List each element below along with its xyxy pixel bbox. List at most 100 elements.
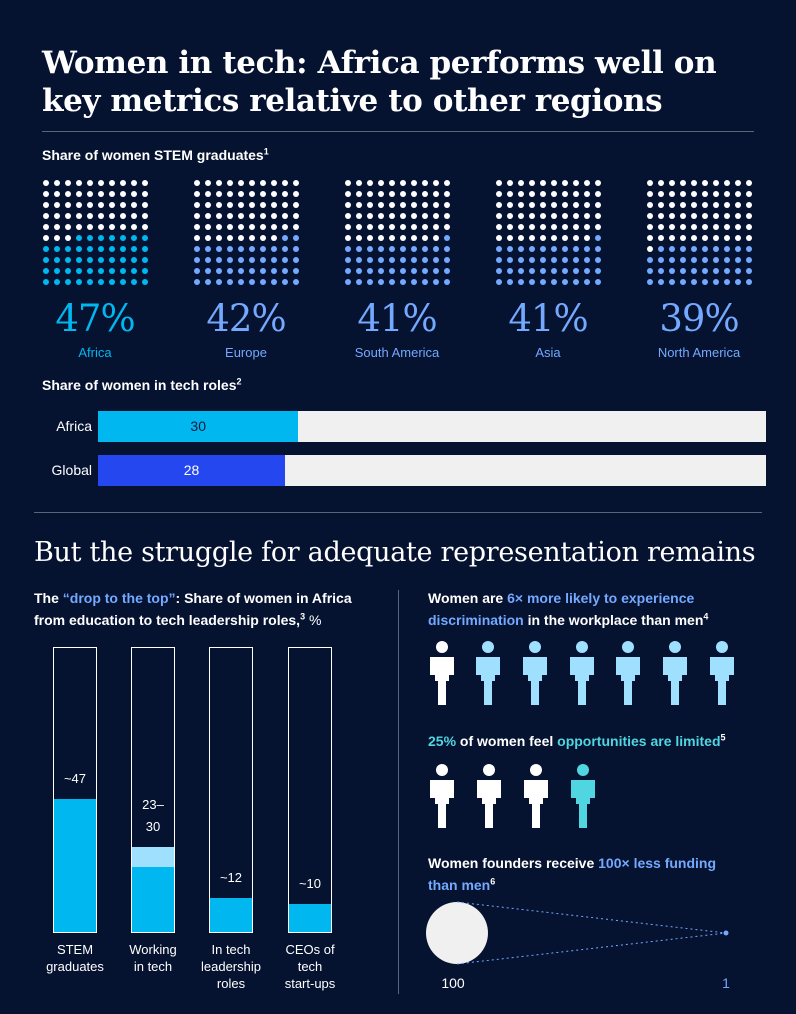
waffle-dot-filled <box>551 279 557 285</box>
drop-category-2-0: In tech <box>211 942 251 957</box>
waffle-dot <box>367 224 373 230</box>
waffle-dot-filled <box>142 246 148 252</box>
waffle-dot <box>724 224 730 230</box>
waffle-dot <box>120 191 126 197</box>
waffle-dot <box>422 213 428 219</box>
waffle-dot <box>551 235 557 241</box>
waffle-dot-filled <box>76 279 82 285</box>
waffle-dot-filled <box>562 279 568 285</box>
waffle-dot-filled <box>194 279 200 285</box>
waffle-dot <box>238 213 244 219</box>
waffle-dot <box>529 224 535 230</box>
person-icon-woman <box>710 641 734 705</box>
waffle-dot-filled <box>400 279 406 285</box>
waffle-dot <box>43 202 49 208</box>
waffle-dot <box>658 202 664 208</box>
waffle-dot <box>65 235 71 241</box>
waffle-dot-filled <box>702 268 708 274</box>
waffle-dot-filled <box>444 235 450 241</box>
waffle-dot <box>238 191 244 197</box>
waffle-dot <box>529 235 535 241</box>
waffle-dot <box>356 224 362 230</box>
waffle-dot <box>205 235 211 241</box>
waffle-dot <box>142 191 148 197</box>
waffle-dot <box>260 235 266 241</box>
waffle-dot <box>345 235 351 241</box>
waffle-dot-filled <box>658 257 664 263</box>
waffle-dot-filled <box>120 279 126 285</box>
waffle-dot <box>735 213 741 219</box>
waffle-dot <box>518 180 524 186</box>
waffle-grid <box>647 180 753 288</box>
waffle-dot <box>345 224 351 230</box>
waffle-dot <box>518 235 524 241</box>
waffle-dot-filled <box>496 268 502 274</box>
waffle-grid <box>496 180 602 288</box>
person-icon-man <box>430 641 454 705</box>
waffle-dot <box>562 180 568 186</box>
waffle-dot <box>584 235 590 241</box>
waffle-dot <box>54 191 60 197</box>
waffle-dot <box>43 180 49 186</box>
drop-bar-1 <box>132 866 174 932</box>
waffle-dot <box>507 191 513 197</box>
waffle-dot-filled <box>400 268 406 274</box>
waffle-dot <box>131 191 137 197</box>
waffle-dot-filled <box>518 279 524 285</box>
waffle-dot-filled <box>411 268 417 274</box>
waffle-dot-filled <box>345 257 351 263</box>
waffle-dot <box>98 213 104 219</box>
waffle-dot-filled <box>507 268 513 274</box>
waffle-dot-filled <box>131 235 137 241</box>
waffle-dot-filled <box>529 279 535 285</box>
waffle-dot <box>647 224 653 230</box>
bubble-large <box>426 902 488 964</box>
waffle-dot-filled <box>378 246 384 252</box>
waffle-dot <box>65 202 71 208</box>
person-icon-woman <box>523 641 547 705</box>
waffle-dot-filled <box>345 268 351 274</box>
waffle-dot-filled <box>647 279 653 285</box>
waffle-dot <box>496 213 502 219</box>
waffle-dot <box>496 180 502 186</box>
waffle-dot <box>584 224 590 230</box>
waffle-dot <box>205 224 211 230</box>
waffle-dot-filled <box>746 279 752 285</box>
waffle-dot-filled <box>65 279 71 285</box>
title-divider <box>42 131 754 132</box>
waffle-dot-filled <box>54 279 60 285</box>
waffle-dot-filled <box>227 246 233 252</box>
waffle-dot <box>669 191 675 197</box>
waffle-dot <box>702 224 708 230</box>
waffle-dot-filled <box>356 246 362 252</box>
waffle-dot-filled <box>205 257 211 263</box>
waffle-dot-filled <box>584 268 590 274</box>
waffle-dot-filled <box>496 246 502 252</box>
waffle-dot <box>227 213 233 219</box>
waffle-dot-filled <box>735 246 741 252</box>
roles-bar-1: 28 <box>98 455 286 486</box>
roles-row-label-0: Africa <box>56 418 92 434</box>
waffle-dot-filled <box>356 257 362 263</box>
drop-value-1: 23– <box>142 796 164 812</box>
waffle-dot <box>735 224 741 230</box>
waffle-dot-filled <box>444 279 450 285</box>
waffle-dot-filled <box>702 246 708 252</box>
waffle-dot <box>271 202 277 208</box>
waffle-dot-filled <box>216 268 222 274</box>
waffle-dot-filled <box>293 235 299 241</box>
waffle-dot-filled <box>658 268 664 274</box>
waffle-dot-filled <box>540 268 546 274</box>
waffle-dot-filled <box>98 246 104 252</box>
waffle-dot <box>120 213 126 219</box>
waffle-dot-filled <box>595 246 601 252</box>
waffle-dot-filled <box>43 257 49 263</box>
waffle-dot-filled <box>249 279 255 285</box>
waffle-dot <box>271 213 277 219</box>
waffle-dot-filled <box>238 246 244 252</box>
waffle-dot <box>746 224 752 230</box>
waffle-dot-filled <box>142 235 148 241</box>
person-icon-woman <box>476 641 500 705</box>
waffle-dot-filled <box>271 257 277 263</box>
waffle-dot-filled <box>109 235 115 241</box>
